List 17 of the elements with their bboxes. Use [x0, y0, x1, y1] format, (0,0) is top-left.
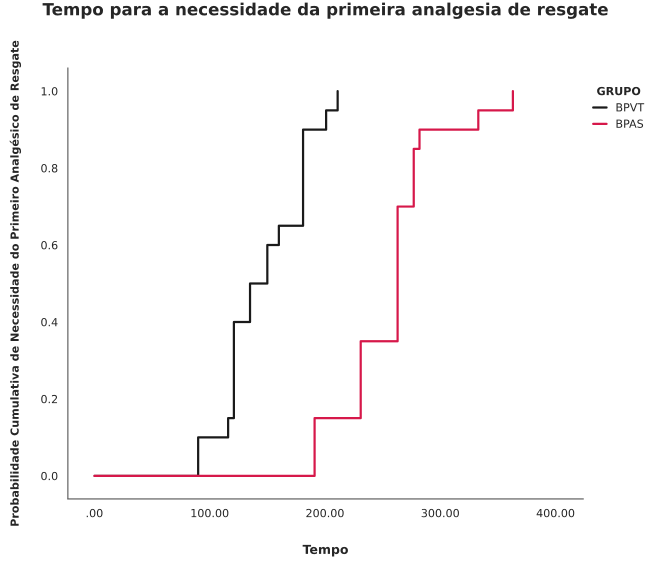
chart-title: Tempo para a necessidade da primeira analgesia de resgate	[42, 2, 608, 19]
x-tick-label: 100.00	[191, 508, 228, 518]
y-tick-label: 0.0	[41, 472, 58, 480]
legend-label: BPVT	[616, 103, 644, 112]
x-tick-label: 400.00	[536, 508, 574, 518]
y-tick-label: 1.0	[42, 87, 58, 96]
y-tick-label: 0.2	[41, 394, 58, 404]
x-axis-title: Tempo	[302, 544, 348, 557]
x-tick-label: .00	[86, 508, 102, 518]
x-tick-label: 300.00	[422, 508, 459, 518]
legend-label: BPAS	[616, 119, 644, 128]
y-tick-label: 0.8	[41, 164, 58, 172]
y-axis-title: Probabilidade Cumulativa de Necessidade do Primeiro Analgésico de Resgate	[10, 40, 22, 526]
y-tick-label: 0.4	[41, 318, 58, 326]
y-tick-label: 0.6	[41, 241, 58, 250]
x-tick-label: 200.00	[306, 508, 344, 518]
legend-title: GRUPO	[597, 86, 640, 96]
